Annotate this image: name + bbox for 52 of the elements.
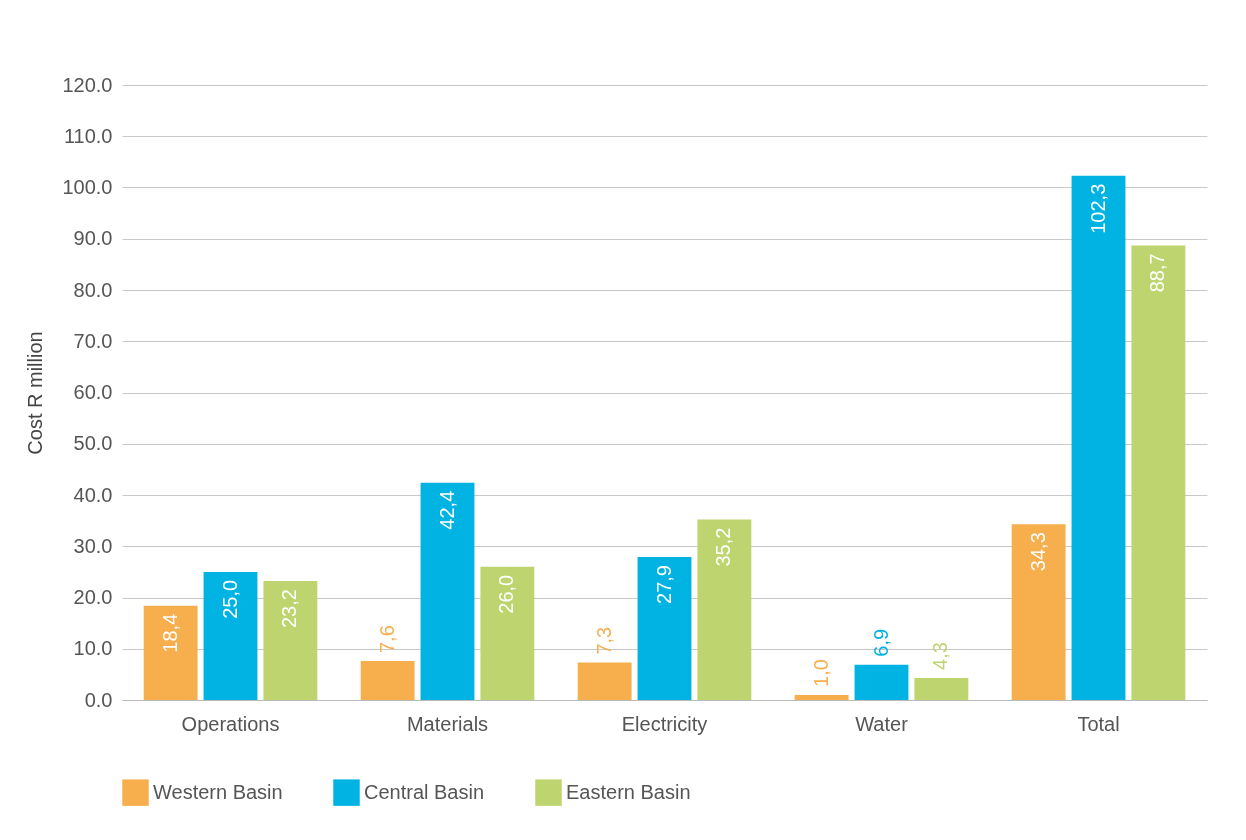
data-label: 102,3 (1086, 183, 1109, 234)
y-tick-label: 120.0 (62, 73, 113, 96)
data-label: 23,2 (278, 589, 301, 629)
y-tick-label: 20.0 (73, 586, 113, 608)
data-label: 7,3 (592, 626, 615, 655)
y-tick-label: 90.0 (73, 227, 113, 250)
data-label: 25,0 (218, 579, 241, 619)
bar (203, 571, 258, 700)
y-axis-title: Cost R million (24, 331, 47, 455)
y-tick-label: 50.0 (73, 432, 113, 455)
bar (577, 662, 632, 700)
bar (794, 694, 849, 700)
data-label: 26,0 (495, 574, 518, 614)
x-tick-label: Water (855, 712, 909, 735)
legend-label: Eastern Basin (566, 780, 691, 803)
data-label: 18,4 (158, 613, 181, 653)
data-label: 27,9 (652, 565, 675, 604)
bar (263, 581, 318, 700)
bar (420, 482, 475, 700)
bar (637, 557, 692, 700)
data-label: 4,3 (929, 642, 952, 670)
data-label: 42,4 (435, 490, 458, 530)
bar (1131, 245, 1186, 700)
data-label: 35,2 (712, 527, 735, 567)
x-tick-label: Electricity (621, 712, 708, 735)
y-tick-label: 0.0 (84, 688, 113, 711)
data-label: 88,7 (1146, 253, 1169, 293)
data-label: 1,0 (809, 659, 832, 687)
bar (480, 566, 535, 700)
bar (914, 677, 969, 700)
legend-label: Central Basin (364, 780, 485, 803)
x-tick-label: Materials (406, 712, 489, 735)
data-label: 7,6 (375, 625, 398, 654)
y-tick-label: 80.0 (73, 278, 113, 301)
x-tick-label: Operations (181, 712, 280, 735)
bar (854, 664, 909, 700)
data-label: 34,3 (1026, 532, 1049, 572)
bar (1011, 524, 1066, 700)
x-tick-label: Total (1077, 712, 1120, 735)
y-tick-label: 100.0 (62, 176, 113, 198)
bar (1071, 175, 1126, 700)
bar (360, 661, 415, 700)
y-tick-label: 60.0 (73, 381, 113, 403)
y-tick-label: 30.0 (73, 534, 113, 557)
data-label: 6,9 (869, 628, 892, 657)
bar (143, 605, 198, 700)
y-tick-label: 10.0 (73, 637, 113, 660)
y-tick-label: 110.0 (63, 124, 113, 147)
legend-label: Western Basin (153, 780, 283, 803)
bar (697, 519, 752, 700)
y-tick-label: 70.0 (73, 329, 113, 352)
y-tick-label: 40.0 (73, 483, 113, 506)
